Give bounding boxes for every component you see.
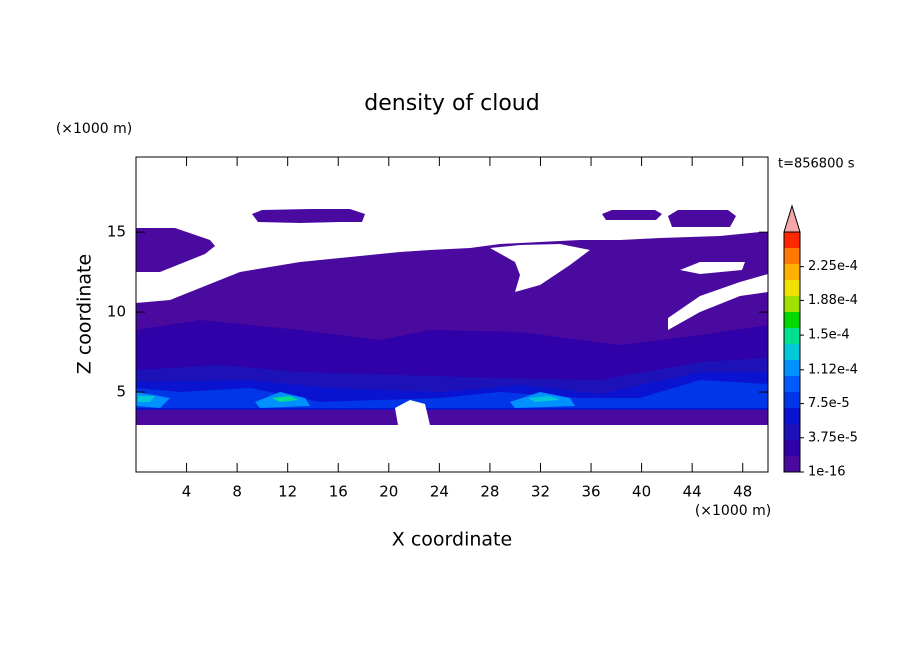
colorbar-tick-label: 7.5e-5 (808, 396, 850, 411)
y-tick-label: 10 (107, 303, 126, 321)
x-tick-label: 8 (232, 483, 242, 501)
chart-title: density of cloud (364, 91, 539, 116)
colorbar-tick-label: 2.25e-4 (808, 259, 858, 274)
x-tick-label: 20 (379, 483, 398, 501)
contour-gap (490, 244, 590, 292)
colorbar-band (784, 312, 800, 328)
x-tick-label: 44 (683, 483, 702, 501)
x-tick-label: 36 (581, 483, 600, 501)
colorbar-band (784, 248, 800, 264)
colorbar-band (784, 376, 800, 392)
axes (136, 157, 768, 472)
colorbar-band (784, 280, 800, 296)
x-tick-label: 12 (278, 483, 297, 501)
x-tick-label: 32 (531, 483, 550, 501)
colorbar-tick-label: 1.12e-4 (808, 362, 858, 377)
colorbar-frame (783, 231, 801, 473)
x-tick-label: 48 (733, 483, 752, 501)
colorbar-band (784, 424, 800, 440)
contour-region (668, 210, 736, 227)
colorbar-band (784, 408, 800, 424)
contour-region (136, 410, 768, 425)
y-axis-label: Z coordinate (74, 254, 96, 374)
y-tick-label: 5 (116, 383, 126, 401)
colorbar-band (784, 360, 800, 376)
x-tick-label: 40 (632, 483, 651, 501)
colorbar-band (784, 296, 800, 312)
colorbar-band (784, 344, 800, 360)
colorbar-band (784, 328, 800, 344)
x-axis-label: X coordinate (392, 529, 512, 551)
colorbar-tick-label: 1.5e-4 (808, 328, 850, 343)
contour-gap (395, 400, 430, 425)
colorbar-band (784, 232, 800, 248)
colorbar-band (784, 264, 800, 280)
x-unit: (×1000 m) (695, 503, 771, 519)
contour-region (272, 396, 298, 402)
time-annotation: t=856800 s (778, 157, 855, 172)
colorbar-tick-label: 1.88e-4 (808, 293, 858, 308)
plot-frame (135, 156, 769, 473)
x-tick-label: 16 (329, 483, 348, 501)
contour-region (252, 209, 365, 223)
x-tick-label: 24 (430, 483, 449, 501)
y-tick-label: 15 (107, 223, 126, 241)
colorbar-band (784, 456, 800, 472)
contour-gap (668, 274, 768, 330)
colorbar-tick-label: 3.75e-5 (808, 430, 858, 445)
x-tick-label: 4 (182, 483, 192, 501)
contour-region (136, 228, 215, 272)
contour-region (528, 396, 560, 402)
y-unit: (×1000 m) (56, 121, 132, 137)
colorbar-tick-label: 1e-16 (808, 465, 846, 480)
contour-field (136, 209, 768, 425)
contour-region (138, 396, 155, 402)
contour-gap (680, 262, 745, 274)
colorbar-band (784, 440, 800, 456)
x-tick-label: 28 (480, 483, 499, 501)
colorbar-band (784, 392, 800, 408)
contour-region (602, 210, 662, 220)
